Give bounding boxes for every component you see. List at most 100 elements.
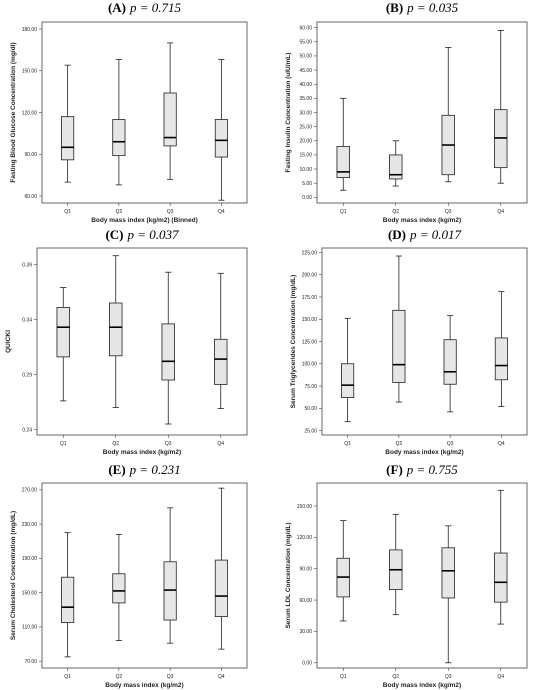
plot-area: [36, 247, 248, 436]
x-axis-label: Body mass index (kg/m2): [383, 217, 461, 224]
box-q4: [214, 487, 228, 650]
box-q1: [336, 520, 350, 622]
y-tick-label: 25.00: [299, 124, 312, 130]
y-tick-label: 30.00: [299, 110, 312, 116]
x-tick-label: Q4: [218, 209, 225, 215]
iqr-box: [214, 559, 228, 618]
x-tick-label: Q2: [392, 209, 399, 215]
chart-panel-a: (A) p = 0.715 60.00 90.00 120.00 150.00 180.00…: [10, 0, 248, 224]
box-q2: [112, 59, 126, 186]
panel-title: (A) p = 0.715: [108, 0, 182, 15]
y-tick-label: 110.00: [22, 625, 37, 631]
y-axis-label: Serum Triglycerides Concentration (mg/dL…: [290, 275, 297, 409]
iqr-box: [112, 119, 126, 157]
y-tick-label: 20.00: [299, 139, 312, 145]
y-tick-label: 50.00: [304, 406, 317, 412]
x-tick-label: Q3: [445, 209, 452, 215]
iqr-box: [214, 119, 228, 158]
y-tick-label: 90.00: [299, 567, 312, 573]
plot-area: [41, 21, 248, 204]
iqr-box: [494, 552, 508, 603]
y-tick-label: 0.00: [302, 661, 312, 667]
y-tick-label: 125.00: [302, 339, 318, 345]
x-tick-label: Q3: [447, 441, 454, 447]
box-q2: [392, 255, 406, 403]
box-q3: [441, 525, 455, 664]
y-axis-label: Fasting Blood Glucose Concentration (mg/…: [10, 42, 17, 182]
chart-panel-c: (C) p = 0.037 0.24 0.29 0.34 0.39 QUICKI Q1 Q2 Q3…: [5, 227, 248, 456]
iqr-box: [494, 337, 508, 381]
x-axis-label: Body mass index (kg/m2): [383, 682, 461, 689]
box-q4: [494, 30, 508, 184]
box-q3: [443, 315, 457, 413]
chart-panel-e: (E) p = 0.231 70.00 110.00 150.00 190.00 230.0…: [10, 462, 248, 689]
iqr-box: [61, 576, 75, 624]
panel-label: (B): [386, 0, 403, 15]
iqr-box: [336, 146, 350, 178]
x-tick-label: Q2: [112, 441, 119, 447]
box-q4: [214, 272, 228, 410]
y-tick-label: 0.24: [22, 427, 32, 433]
chart-panel-d: (D) p = 0.017 25.00 50.00 75.00 100.00 125.00 1…: [290, 227, 528, 456]
x-tick-label: Q4: [497, 674, 504, 680]
y-tick-label: 60.00: [299, 25, 312, 31]
y-tick-label: 55.00: [299, 40, 312, 46]
y-tick-label: 0.00: [302, 195, 312, 201]
y-axis-label: Serum Cholesterol Concentration (mg/dL): [10, 511, 17, 640]
y-tick-label: 0.29: [22, 372, 32, 378]
x-tick-label: Q4: [217, 441, 224, 447]
panel-title: (B) p = 0.035: [386, 0, 459, 15]
x-tick-label: Q3: [445, 674, 452, 680]
box-q2: [389, 513, 403, 616]
y-tick-label: 150.00: [297, 504, 313, 510]
x-axis-label: Body mass index (kg/m2): [105, 682, 183, 689]
iqr-box: [161, 323, 175, 381]
box-q2: [389, 140, 403, 187]
panel-label: (F): [386, 462, 403, 477]
x-tick-label: Q1: [64, 209, 71, 215]
panel-label: (D): [388, 227, 406, 242]
y-tick-label: 150.00: [22, 69, 38, 75]
y-tick-label: 10.00: [299, 167, 312, 173]
x-tick-label: Q2: [392, 674, 399, 680]
box-q3: [161, 271, 175, 425]
y-tick-label: 40.00: [299, 82, 312, 88]
iqr-box: [109, 302, 123, 357]
panel-label: (C): [105, 227, 123, 242]
box-q3: [163, 507, 177, 644]
panel-title: (F) p = 0.755: [386, 462, 458, 477]
y-tick-label: 120.00: [22, 110, 38, 116]
y-tick-label: 90.00: [24, 152, 37, 158]
y-tick-label: 5.00: [302, 181, 312, 187]
x-tick-label: Q2: [116, 674, 123, 680]
x-tick-label: Q2: [116, 209, 123, 215]
y-tick-label: 100.00: [302, 362, 318, 368]
box-q2: [112, 533, 126, 641]
x-axis-label: Body mass index (kg/m2): [385, 449, 463, 456]
y-tick-label: 0.39: [22, 262, 32, 268]
y-tick-label: 75.00: [304, 384, 317, 390]
y-tick-label: 175.00: [302, 295, 318, 301]
box-q4: [494, 489, 508, 625]
box-q1: [61, 64, 75, 183]
x-tick-label: Q1: [60, 441, 67, 447]
panel-title: (E) p = 0.231: [108, 462, 180, 477]
box-q4: [214, 59, 228, 201]
y-tick-label: 150.00: [22, 590, 38, 596]
x-tick-label: Q4: [497, 209, 504, 215]
x-tick-label: Q1: [340, 674, 347, 680]
plot-area: [41, 482, 248, 669]
p-value: p = 0.037: [127, 227, 180, 242]
iqr-box: [61, 116, 75, 161]
y-tick-label: 230.00: [22, 522, 38, 528]
plot-area: [316, 21, 528, 204]
iqr-box: [56, 306, 70, 358]
iqr-box: [112, 573, 126, 604]
box-q3: [163, 42, 177, 180]
iqr-box: [392, 309, 406, 383]
box-q2: [109, 255, 123, 408]
y-tick-label: 0.34: [22, 317, 32, 323]
y-tick-label: 180.00: [22, 27, 38, 33]
y-tick-label: 70.00: [24, 659, 37, 665]
plot-area: [321, 247, 528, 436]
